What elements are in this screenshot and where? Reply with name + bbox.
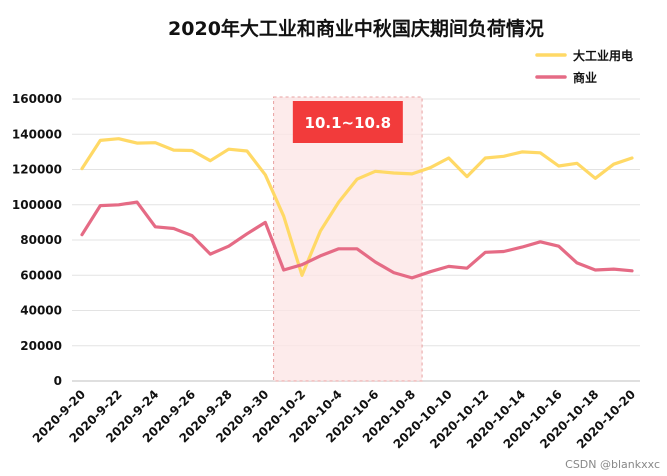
y-tick-label: 80000 [20, 233, 62, 247]
legend-label-commercial: 商业 [573, 70, 597, 85]
highlight-band [273, 96, 423, 382]
y-tick-label: 160000 [12, 92, 62, 106]
highlight-badge: 10.1~10.8 [292, 101, 403, 143]
y-axis: 0 20000 40000 60000 80000 100000 120000 140000 1… [12, 92, 62, 388]
y-tick-label: 120000 [12, 163, 62, 177]
watermark: CSDN @blankxxc [565, 458, 660, 471]
highlight-badge-box [292, 101, 403, 143]
chart-title: 2020年大工业和商业中秋国庆期间负荷情况 [168, 17, 544, 40]
legend-label-industry: 大工业用电 [573, 48, 633, 63]
y-tick-label: 40000 [20, 304, 62, 318]
y-tick-label: 60000 [20, 268, 62, 282]
y-tick-label: 0 [54, 374, 62, 388]
y-tick-label: 20000 [20, 339, 62, 353]
x-axis: 2020-9-202020-9-222020-9-242020-9-262020… [30, 387, 638, 451]
series-line-1 [80, 200, 634, 280]
series-lines [80, 137, 634, 280]
y-tick-label: 140000 [12, 127, 62, 141]
y-tick-label: 100000 [12, 198, 62, 212]
series-line-0 [80, 137, 634, 277]
legend: 大工业用电 商业 [535, 48, 633, 85]
highlight-label: 10.1~10.8 [305, 114, 392, 132]
